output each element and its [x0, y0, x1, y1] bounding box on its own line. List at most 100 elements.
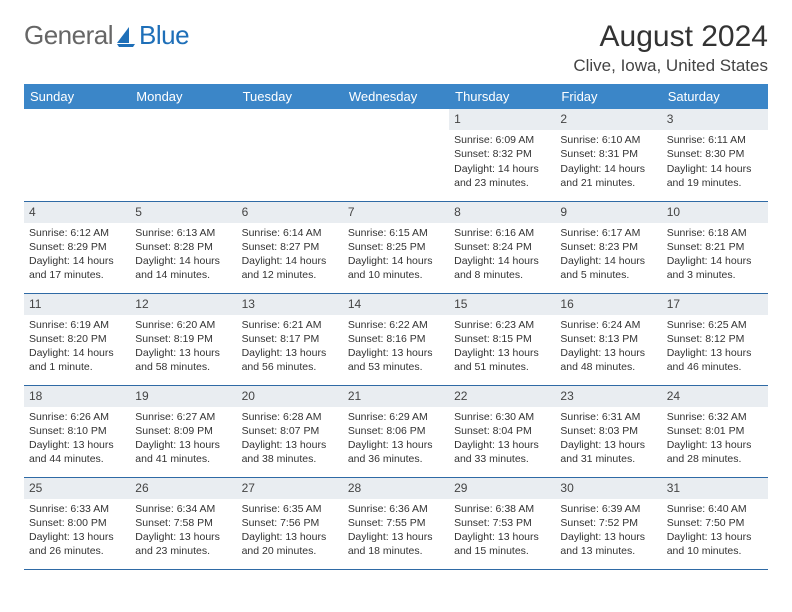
sunrise-text: Sunrise: 6:32 AM [667, 410, 763, 424]
location-text: Clive, Iowa, United States [573, 56, 768, 76]
sunrise-text: Sunrise: 6:15 AM [348, 226, 444, 240]
sunset-text: Sunset: 8:17 PM [242, 332, 338, 346]
day-details: Sunrise: 6:15 AMSunset: 8:25 PMDaylight:… [343, 223, 449, 287]
daylight-line2: and 46 minutes. [667, 360, 763, 374]
sunset-text: Sunset: 7:52 PM [560, 516, 656, 530]
month-title: August 2024 [573, 20, 768, 54]
day-details: Sunrise: 6:18 AMSunset: 8:21 PMDaylight:… [662, 223, 768, 287]
day-number: 11 [24, 294, 130, 315]
calendar-day-cell [237, 109, 343, 201]
calendar-day-cell: 18Sunrise: 6:26 AMSunset: 8:10 PMDayligh… [24, 385, 130, 477]
day-details: Sunrise: 6:16 AMSunset: 8:24 PMDaylight:… [449, 223, 555, 287]
sunset-text: Sunset: 8:13 PM [560, 332, 656, 346]
logo: General Blue [24, 20, 189, 51]
calendar-day-cell: 29Sunrise: 6:38 AMSunset: 7:53 PMDayligh… [449, 477, 555, 569]
calendar-week-row: 25Sunrise: 6:33 AMSunset: 8:00 PMDayligh… [24, 477, 768, 569]
calendar-week-row: 1Sunrise: 6:09 AMSunset: 8:32 PMDaylight… [24, 109, 768, 201]
calendar-day-cell: 4Sunrise: 6:12 AMSunset: 8:29 PMDaylight… [24, 201, 130, 293]
sunset-text: Sunset: 8:31 PM [560, 147, 656, 161]
day-number: 25 [24, 478, 130, 499]
daylight-line1: Daylight: 13 hours [560, 346, 656, 360]
calendar-day-cell: 7Sunrise: 6:15 AMSunset: 8:25 PMDaylight… [343, 201, 449, 293]
sunset-text: Sunset: 8:20 PM [29, 332, 125, 346]
calendar-day-cell: 12Sunrise: 6:20 AMSunset: 8:19 PMDayligh… [130, 293, 236, 385]
day-number: 29 [449, 478, 555, 499]
day-details: Sunrise: 6:35 AMSunset: 7:56 PMDaylight:… [237, 499, 343, 563]
calendar-day-cell: 26Sunrise: 6:34 AMSunset: 7:58 PMDayligh… [130, 477, 236, 569]
calendar-day-cell: 1Sunrise: 6:09 AMSunset: 8:32 PMDaylight… [449, 109, 555, 201]
daylight-line1: Daylight: 13 hours [454, 438, 550, 452]
daylight-line1: Daylight: 14 hours [242, 254, 338, 268]
sunset-text: Sunset: 8:10 PM [29, 424, 125, 438]
day-details: Sunrise: 6:23 AMSunset: 8:15 PMDaylight:… [449, 315, 555, 379]
calendar-day-cell: 31Sunrise: 6:40 AMSunset: 7:50 PMDayligh… [662, 477, 768, 569]
sunrise-text: Sunrise: 6:29 AM [348, 410, 444, 424]
weekday-header: Sunday [24, 84, 130, 109]
day-number: 8 [449, 202, 555, 223]
daylight-line1: Daylight: 14 hours [667, 162, 763, 176]
day-details: Sunrise: 6:32 AMSunset: 8:01 PMDaylight:… [662, 407, 768, 471]
day-number: 22 [449, 386, 555, 407]
day-number: 6 [237, 202, 343, 223]
calendar-day-cell: 27Sunrise: 6:35 AMSunset: 7:56 PMDayligh… [237, 477, 343, 569]
day-number: 15 [449, 294, 555, 315]
sunrise-text: Sunrise: 6:23 AM [454, 318, 550, 332]
calendar-day-cell: 17Sunrise: 6:25 AMSunset: 8:12 PMDayligh… [662, 293, 768, 385]
sunrise-text: Sunrise: 6:25 AM [667, 318, 763, 332]
sunrise-text: Sunrise: 6:31 AM [560, 410, 656, 424]
sunset-text: Sunset: 8:09 PM [135, 424, 231, 438]
daylight-line2: and 15 minutes. [454, 544, 550, 558]
day-number: 3 [662, 109, 768, 130]
daylight-line2: and 26 minutes. [29, 544, 125, 558]
day-number: 26 [130, 478, 236, 499]
daylight-line2: and 56 minutes. [242, 360, 338, 374]
daylight-line2: and 44 minutes. [29, 452, 125, 466]
sunrise-text: Sunrise: 6:16 AM [454, 226, 550, 240]
calendar-day-cell: 22Sunrise: 6:30 AMSunset: 8:04 PMDayligh… [449, 385, 555, 477]
day-details: Sunrise: 6:21 AMSunset: 8:17 PMDaylight:… [237, 315, 343, 379]
daylight-line2: and 14 minutes. [135, 268, 231, 282]
weekday-header: Wednesday [343, 84, 449, 109]
day-number: 16 [555, 294, 661, 315]
weekday-header: Friday [555, 84, 661, 109]
calendar-day-cell [130, 109, 236, 201]
daylight-line1: Daylight: 14 hours [135, 254, 231, 268]
sunrise-text: Sunrise: 6:24 AM [560, 318, 656, 332]
calendar-day-cell: 6Sunrise: 6:14 AMSunset: 8:27 PMDaylight… [237, 201, 343, 293]
daylight-line1: Daylight: 13 hours [348, 438, 444, 452]
daylight-line1: Daylight: 13 hours [29, 438, 125, 452]
calendar-day-cell: 2Sunrise: 6:10 AMSunset: 8:31 PMDaylight… [555, 109, 661, 201]
calendar-day-cell: 5Sunrise: 6:13 AMSunset: 8:28 PMDaylight… [130, 201, 236, 293]
day-details: Sunrise: 6:29 AMSunset: 8:06 PMDaylight:… [343, 407, 449, 471]
daylight-line1: Daylight: 14 hours [560, 162, 656, 176]
daylight-line2: and 31 minutes. [560, 452, 656, 466]
sunrise-text: Sunrise: 6:21 AM [242, 318, 338, 332]
daylight-line1: Daylight: 13 hours [135, 346, 231, 360]
weekday-header: Monday [130, 84, 236, 109]
daylight-line1: Daylight: 14 hours [29, 254, 125, 268]
sunset-text: Sunset: 8:29 PM [29, 240, 125, 254]
day-details: Sunrise: 6:22 AMSunset: 8:16 PMDaylight:… [343, 315, 449, 379]
calendar-day-cell: 10Sunrise: 6:18 AMSunset: 8:21 PMDayligh… [662, 201, 768, 293]
day-number: 14 [343, 294, 449, 315]
sunrise-text: Sunrise: 6:40 AM [667, 502, 763, 516]
day-details: Sunrise: 6:20 AMSunset: 8:19 PMDaylight:… [130, 315, 236, 379]
weekday-header-row: SundayMondayTuesdayWednesdayThursdayFrid… [24, 84, 768, 109]
daylight-line2: and 19 minutes. [667, 176, 763, 190]
sunrise-text: Sunrise: 6:27 AM [135, 410, 231, 424]
day-details: Sunrise: 6:17 AMSunset: 8:23 PMDaylight:… [555, 223, 661, 287]
sunset-text: Sunset: 7:58 PM [135, 516, 231, 530]
sunset-text: Sunset: 8:00 PM [29, 516, 125, 530]
sunrise-text: Sunrise: 6:38 AM [454, 502, 550, 516]
calendar-week-row: 11Sunrise: 6:19 AMSunset: 8:20 PMDayligh… [24, 293, 768, 385]
daylight-line2: and 8 minutes. [454, 268, 550, 282]
daylight-line2: and 13 minutes. [560, 544, 656, 558]
day-details: Sunrise: 6:11 AMSunset: 8:30 PMDaylight:… [662, 130, 768, 194]
daylight-line1: Daylight: 14 hours [29, 346, 125, 360]
sunrise-text: Sunrise: 6:22 AM [348, 318, 444, 332]
daylight-line2: and 51 minutes. [454, 360, 550, 374]
day-number: 5 [130, 202, 236, 223]
calendar-day-cell: 30Sunrise: 6:39 AMSunset: 7:52 PMDayligh… [555, 477, 661, 569]
weekday-header: Thursday [449, 84, 555, 109]
sunset-text: Sunset: 8:21 PM [667, 240, 763, 254]
